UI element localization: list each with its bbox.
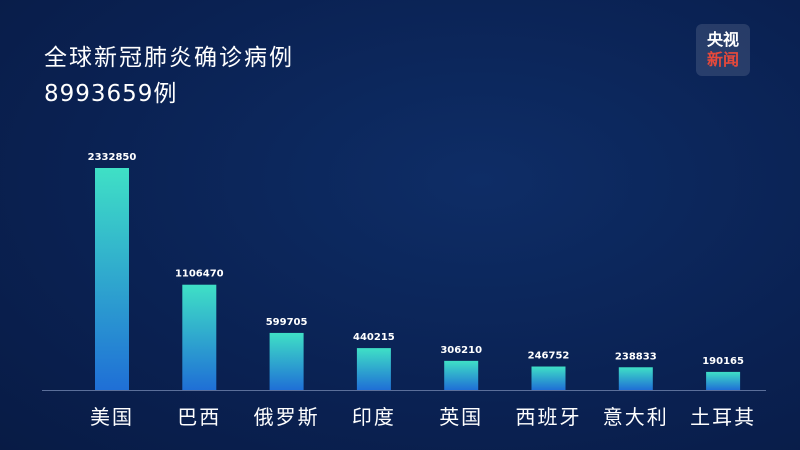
category-label: 俄罗斯 — [254, 405, 320, 429]
category-label: 西班牙 — [516, 405, 582, 429]
bar-value-label: 190165 — [702, 356, 744, 367]
bar — [531, 366, 566, 390]
bar-value-label: 440215 — [353, 332, 395, 343]
cctv-news-logo: 央视 新闻 — [696, 24, 750, 76]
category-label: 意大利 — [603, 405, 669, 429]
bar — [618, 367, 653, 390]
bar-value-label: 246752 — [528, 351, 570, 362]
bar-value-label: 2332850 — [88, 152, 137, 163]
bar-value-label: 238833 — [615, 351, 657, 362]
bar-value-label: 306210 — [440, 345, 482, 356]
category-label: 巴西 — [177, 405, 221, 429]
category-label: 印度 — [352, 405, 396, 429]
category-label: 美国 — [90, 405, 134, 429]
category-label: 土耳其 — [690, 405, 756, 429]
bar-value-label: 599705 — [266, 317, 308, 328]
logo-line-2: 新闻 — [706, 50, 739, 69]
bar — [356, 348, 391, 390]
bar-value-label: 1106470 — [175, 269, 224, 280]
bar — [269, 332, 304, 390]
bar — [706, 371, 741, 390]
bar-series: 2332850 美国 1106470 巴西 599705 俄罗斯 440215 印度 30621… — [88, 152, 756, 429]
bar — [444, 360, 479, 390]
bar — [95, 168, 129, 390]
total-cases-count: 8993659例 — [44, 81, 178, 107]
logo-line-1: 央视 — [706, 30, 739, 49]
category-label: 英国 — [439, 405, 483, 429]
chart-title: 全球新冠肺炎确诊病例 — [44, 45, 294, 71]
bar — [182, 284, 217, 390]
